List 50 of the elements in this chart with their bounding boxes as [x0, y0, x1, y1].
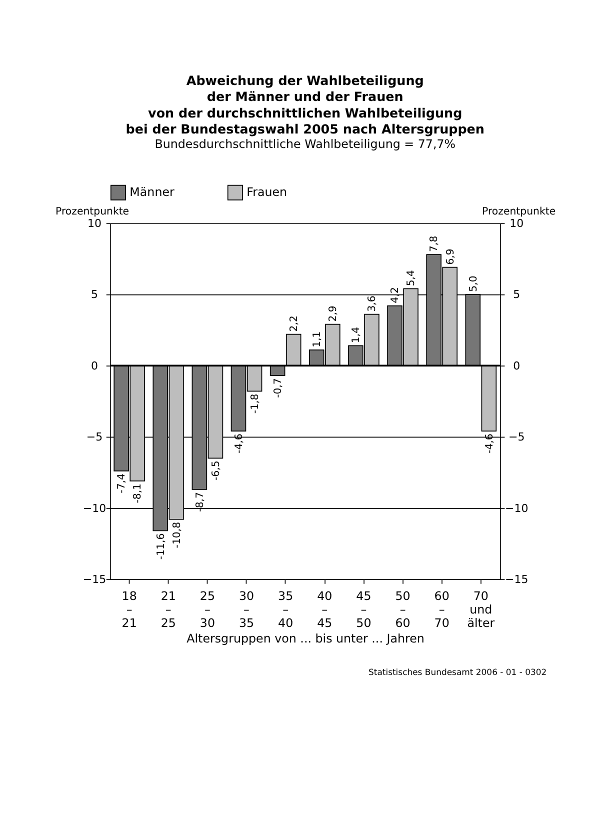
legend-label: Frauen — [246, 185, 288, 200]
x-axis-title: Altersgruppen von ... bis unter ... Jahren — [186, 631, 424, 646]
data-label: 3,6 — [367, 296, 378, 312]
x-tick-label: 60 – 70 — [434, 588, 450, 630]
y2-tick-label: 10 — [510, 217, 524, 230]
x-tick-label: 35 – 40 — [278, 588, 294, 630]
x-tick-label: 25 – 30 — [200, 588, 215, 630]
x-tick-label: 50 – 60 — [395, 588, 410, 630]
x-tick-label: 45 – 50 — [356, 588, 372, 630]
x-tick-label: 40 – 45 — [317, 588, 332, 630]
data-label: 2,9 — [328, 306, 340, 322]
x-tick-label: 18 – 21 — [122, 588, 137, 630]
legend-label: Männer — [130, 185, 175, 200]
text: Statistisches Bundesamt 2006 - 01 - 0302 — [368, 666, 547, 677]
chart-subtitle: Bundesdurchschnittliche Wahlbeteiligung = 77,7% — [154, 136, 456, 151]
data-label: -0,7 — [272, 378, 284, 398]
data-label: -4,6 — [484, 434, 496, 454]
y2-tick-label: −10 — [504, 502, 528, 515]
y2-axis-title: Prozentpunkte — [482, 206, 556, 218]
data-label: 5,4 — [406, 270, 418, 286]
y-tick-label: −5 — [86, 430, 103, 444]
data-label: -7,4 — [116, 474, 128, 494]
y-tick-label: 5 — [91, 288, 98, 302]
data-label: 1,4 — [351, 326, 362, 344]
data-label: -8,1 — [132, 483, 144, 504]
y2-tick-label: −5 — [508, 430, 525, 444]
y2-tick-label: 5 — [513, 288, 520, 302]
y2-tick-label: 0 — [513, 359, 520, 372]
x-tick-label: 70 und älter — [467, 588, 495, 630]
y-tick-label: 0 — [91, 359, 98, 372]
y2-tick-label: −15 — [504, 572, 528, 586]
y-tick-label: 10 — [88, 217, 102, 230]
data-label: -6,5 — [210, 460, 222, 481]
data-label: 7,8 — [429, 236, 440, 252]
data-label: 4,2 — [390, 287, 402, 304]
data-label: -11,6 — [156, 533, 167, 560]
data-label: 6,9 — [445, 248, 456, 265]
data-label: -8,7 — [194, 492, 206, 512]
y-axis-title: Prozentpunkte — [56, 206, 130, 218]
y-tick-label: −15 — [82, 572, 106, 586]
data-label: -10,8 — [172, 522, 183, 548]
chart-title: Abweichung der Wahlbeteiligung der Männer und der Frauen von der durchschnittlichen Wahlbeteiligung bei der Bundestagswahl 2005 nach Altersgruppen — [126, 73, 484, 136]
y-tick-label: −10 — [82, 502, 106, 515]
data-label: -4,6 — [234, 434, 245, 454]
data-label: 2,2 — [288, 316, 300, 332]
x-tick-label: 30 – 35 — [238, 588, 254, 630]
data-label: 5,0 — [468, 276, 480, 292]
x-tick-label: 21 – 25 — [160, 588, 176, 630]
data-label: 1,1 — [312, 331, 324, 348]
data-label: -1,8 — [250, 394, 261, 414]
